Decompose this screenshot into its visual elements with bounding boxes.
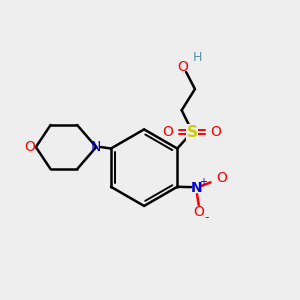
- Text: -: -: [205, 211, 209, 224]
- Text: +: +: [199, 177, 207, 187]
- Text: O: O: [216, 171, 227, 185]
- Text: O: O: [162, 125, 173, 139]
- Text: O: O: [177, 60, 188, 74]
- Text: O: O: [193, 205, 204, 219]
- Text: S: S: [187, 125, 197, 140]
- Text: O: O: [211, 125, 222, 139]
- Text: O: O: [24, 140, 35, 154]
- Text: N: N: [91, 140, 101, 154]
- Text: H: H: [192, 51, 202, 64]
- Text: N: N: [190, 181, 202, 195]
